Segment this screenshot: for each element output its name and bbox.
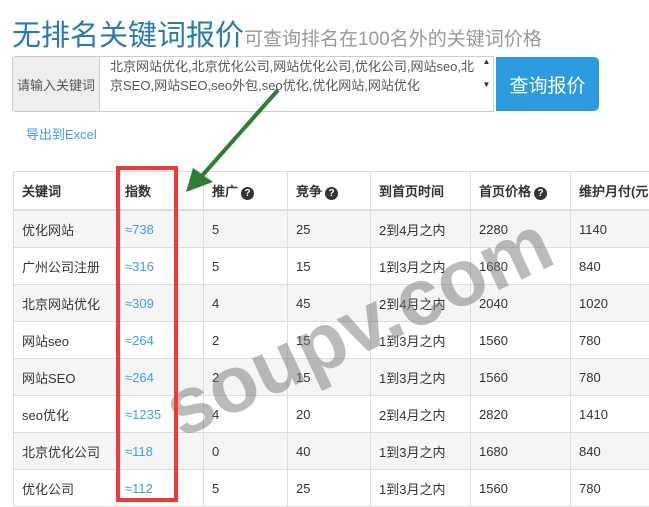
arrow-icon [0,0,649,506]
